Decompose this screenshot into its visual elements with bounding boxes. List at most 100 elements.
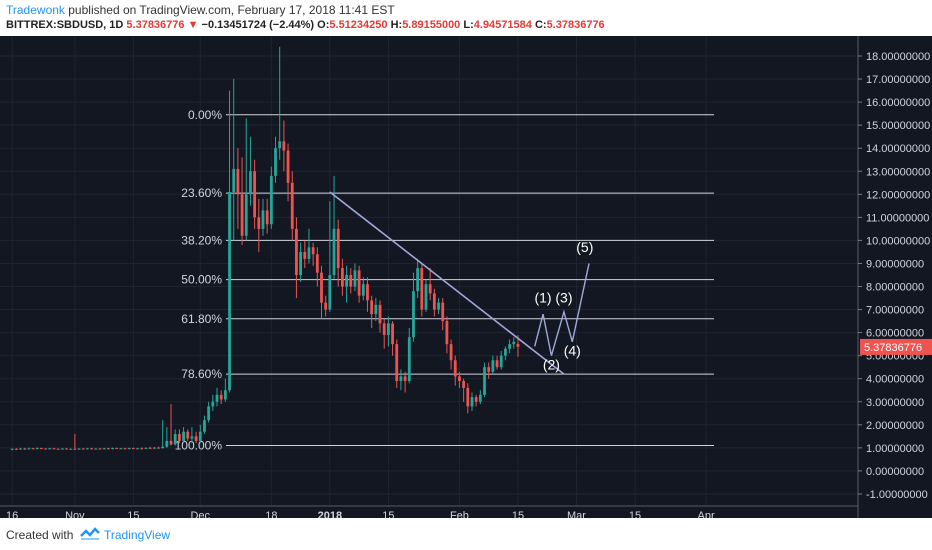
candles	[10, 46, 520, 451]
candle-body	[483, 367, 486, 395]
candle-body	[508, 344, 511, 349]
tradingview-logo-icon	[80, 527, 100, 540]
fib-level-label: 61.80%	[181, 312, 222, 326]
candle-body	[290, 182, 294, 229]
time-tick-label: Nov	[65, 510, 85, 518]
candle-body	[182, 431, 185, 441]
candle-body	[378, 304, 382, 324]
time-axis[interactable]: 16 Nov 15 Dec 18 2018 15 Feb 15 Mar 15 Apr	[0, 505, 858, 518]
candle-body	[403, 376, 407, 382]
candle-body	[395, 344, 399, 382]
candle-body	[299, 251, 302, 275]
candle-body	[487, 367, 491, 372]
candle-body	[328, 274, 332, 310]
candle-body	[177, 434, 181, 441]
wave-label: (1)	[534, 290, 551, 306]
candle-body	[332, 228, 336, 275]
candle-body	[228, 191, 231, 391]
current-price-tag	[860, 338, 932, 355]
ohlc-line: BITTREX:SBDUSD, 1D 5.37836776 ▼ −0.13451…	[6, 19, 605, 31]
candle-body	[144, 447, 148, 449]
candle-body	[420, 268, 424, 310]
candle-body	[35, 448, 39, 450]
candle-body	[278, 141, 282, 149]
candle-body	[123, 448, 127, 450]
candle-body	[320, 272, 323, 303]
candle-body	[307, 247, 311, 259]
price-tick-label: 14.00000000	[866, 143, 930, 155]
candle-body	[77, 448, 81, 450]
candle-body	[52, 448, 56, 450]
candle-body	[207, 406, 211, 421]
candle-body	[399, 376, 403, 382]
candle-body	[215, 394, 219, 402]
candle-body	[115, 448, 119, 450]
candle-body	[190, 436, 194, 439]
candle-body	[65, 448, 68, 450]
down-arrow-icon: ▼	[187, 19, 199, 31]
candle-body	[244, 194, 248, 236]
candle-body	[94, 448, 98, 450]
candle-body	[127, 448, 131, 450]
candle-body	[466, 387, 470, 407]
candle-body	[81, 448, 85, 450]
candle-body	[111, 448, 114, 450]
candle-body	[495, 360, 499, 368]
candle-body	[341, 268, 344, 287]
price-tick-label: 2.00000000	[866, 420, 924, 432]
candle-body	[357, 270, 361, 296]
price-tick-label: 15.00000000	[866, 120, 930, 132]
candle-body	[303, 251, 307, 259]
price-chart[interactable]: 0.00% 23.60% 38.20% 50.00% 61.80% 78.60% 100.0…	[0, 36, 932, 518]
candle-body	[253, 171, 257, 218]
candle-body	[194, 436, 198, 441]
candle-body	[474, 397, 478, 402]
candle-body	[504, 348, 507, 356]
time-tick-label: Dec	[190, 510, 210, 518]
fib-level-label: 78.60%	[181, 367, 222, 381]
price-tick-label: 10.00000000	[866, 235, 930, 247]
price-axis[interactable]: 18.00000000 17.00000000 16.00000000 15.0000…	[857, 36, 932, 518]
candle-body	[286, 150, 290, 183]
trendline	[329, 191, 565, 375]
candle-body	[361, 284, 365, 296]
candle-body	[106, 448, 110, 450]
candle-body	[56, 448, 60, 450]
candle-body	[40, 448, 43, 450]
candle-body	[211, 401, 215, 407]
candle-body	[90, 448, 93, 450]
price-tick-label: 1.00000000	[866, 443, 924, 455]
candle-body	[257, 217, 261, 229]
high-value: 5.89155000	[402, 19, 461, 31]
wave-label: (2)	[543, 356, 560, 372]
candle-body	[353, 270, 357, 287]
tradingview-brand-link[interactable]: TradingView	[104, 528, 171, 542]
candle-body	[462, 381, 466, 388]
publish-info: published on TradingView.com, February 1…	[64, 3, 395, 17]
candle-body	[102, 448, 106, 450]
candle-body	[132, 448, 135, 450]
price-tick-label: 4.00000000	[866, 374, 924, 386]
candle-body	[157, 447, 160, 449]
author-link[interactable]: Tradewonk	[6, 3, 65, 17]
fib-levels: 0.00% 23.60% 38.20% 50.00% 61.80% 78.60% 100.0…	[175, 108, 714, 453]
candle-body	[445, 321, 449, 345]
candle-body	[282, 141, 286, 151]
candle-body	[48, 448, 52, 450]
candle-body	[232, 168, 236, 192]
price-tick-label: -1.00000000	[866, 489, 928, 501]
candle-body	[265, 210, 269, 225]
time-tick-label: Mar	[567, 510, 586, 518]
candle-body	[169, 440, 173, 445]
candle-body	[424, 284, 428, 310]
candle-body	[198, 431, 202, 441]
candle-body	[269, 175, 273, 225]
time-tick-label: 2018	[318, 510, 342, 518]
candle-body	[44, 448, 48, 450]
candle-body	[223, 390, 227, 400]
candle-body	[19, 448, 22, 450]
candle-body	[14, 448, 18, 450]
candle-body	[249, 171, 252, 195]
time-tick-label: Apr	[697, 510, 714, 518]
price-tick-label: 0.00000000	[866, 466, 924, 478]
